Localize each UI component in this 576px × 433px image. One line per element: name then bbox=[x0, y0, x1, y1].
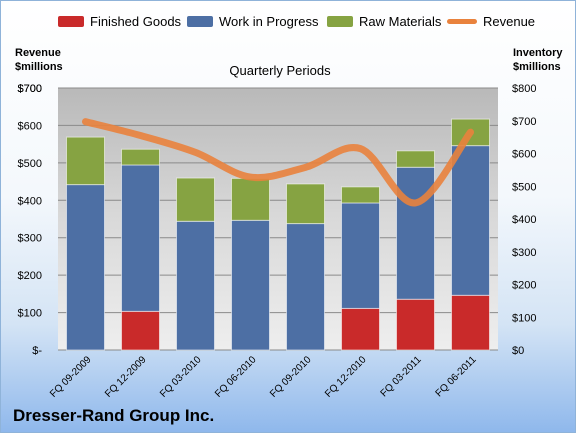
category-label: FQ 12-2009 bbox=[103, 354, 149, 400]
left-axis-title-line1: Revenue bbox=[15, 47, 61, 59]
raw-materials-bar bbox=[176, 177, 215, 222]
finished-goods-bar bbox=[451, 294, 490, 351]
right-tick-label: $500 bbox=[512, 181, 536, 193]
left-tick-label: $100 bbox=[18, 308, 42, 320]
legend: Finished Goods Work in Progress Raw Mate… bbox=[1, 11, 575, 31]
work-in-progress-bar bbox=[121, 164, 160, 312]
finished-goods-swatch bbox=[58, 15, 84, 27]
category-label: FQ 03-2010 bbox=[158, 354, 204, 400]
chart-title: Quarterly Periods bbox=[229, 63, 331, 78]
right-axis-title-line2: $millions bbox=[513, 61, 561, 73]
raw-materials-bar bbox=[396, 150, 435, 168]
legend-item-raw-materials: Raw Materials bbox=[327, 11, 441, 31]
work-in-progress-bar bbox=[231, 219, 270, 351]
raw-materials-bar bbox=[286, 183, 325, 225]
work-in-progress-bar bbox=[286, 223, 325, 351]
left-tick-label: $- bbox=[32, 345, 42, 357]
right-tick-label: $200 bbox=[512, 280, 536, 292]
legend-label: Revenue bbox=[483, 13, 536, 29]
left-axis-title: Revenue $millions bbox=[15, 46, 63, 74]
work-in-progress-swatch bbox=[187, 15, 213, 27]
right-tick-label: $800 bbox=[512, 83, 536, 95]
category-label: FQ 09-2010 bbox=[268, 354, 314, 400]
left-tick-label: $500 bbox=[18, 158, 42, 170]
legend-item-work-in-progress: Work in Progress bbox=[187, 11, 318, 31]
category-label: FQ 12-2010 bbox=[323, 354, 369, 400]
raw-materials-bar bbox=[341, 186, 380, 204]
right-tick-label: $400 bbox=[512, 214, 536, 226]
legend-item-revenue: Revenue bbox=[447, 11, 535, 31]
left-tick-label: $300 bbox=[18, 233, 42, 245]
legend-label: Finished Goods bbox=[90, 13, 182, 29]
raw-materials-bar bbox=[121, 148, 160, 166]
category-label: FQ 09-2009 bbox=[48, 354, 94, 400]
right-tick-label: $700 bbox=[512, 116, 536, 128]
left-tick-label: $400 bbox=[18, 195, 42, 207]
work-in-progress-bar bbox=[341, 202, 380, 309]
legend-label: Raw Materials bbox=[359, 13, 442, 29]
company-name: Dresser-Rand Group Inc. bbox=[13, 406, 215, 425]
finished-goods-bar bbox=[121, 310, 160, 351]
right-tick-label: $100 bbox=[512, 312, 536, 324]
finished-goods-bar bbox=[396, 298, 435, 351]
work-in-progress-bar bbox=[396, 166, 435, 300]
left-tick-label: $600 bbox=[18, 120, 42, 132]
right-tick-label: $600 bbox=[512, 149, 536, 161]
category-label: FQ 06-2011 bbox=[434, 354, 479, 399]
right-tick-label: $300 bbox=[512, 247, 536, 259]
left-tick-label: $700 bbox=[18, 83, 42, 95]
raw-materials-bar bbox=[231, 177, 270, 221]
finished-goods-bar bbox=[341, 307, 380, 351]
right-axis-title-line1: Inventory bbox=[513, 47, 563, 59]
category-label: FQ 06-2010 bbox=[213, 354, 259, 400]
work-in-progress-bar bbox=[66, 184, 105, 351]
right-axis-title: Inventory $millions bbox=[513, 46, 563, 74]
raw-materials-swatch bbox=[327, 15, 353, 27]
legend-item-finished-goods: Finished Goods bbox=[58, 11, 181, 31]
revenue-swatch bbox=[447, 11, 477, 31]
raw-materials-bar bbox=[66, 136, 105, 186]
left-axis-title-line2: $millions bbox=[15, 61, 63, 73]
left-tick-label: $700 bbox=[18, 83, 42, 95]
legend-label: Work in Progress bbox=[219, 13, 319, 29]
work-in-progress-bar bbox=[451, 145, 490, 296]
left-tick-label: $200 bbox=[18, 270, 42, 282]
right-tick-label: $0 bbox=[512, 345, 524, 357]
work-in-progress-bar bbox=[176, 220, 215, 351]
category-label: FQ 03-2011 bbox=[379, 354, 424, 399]
